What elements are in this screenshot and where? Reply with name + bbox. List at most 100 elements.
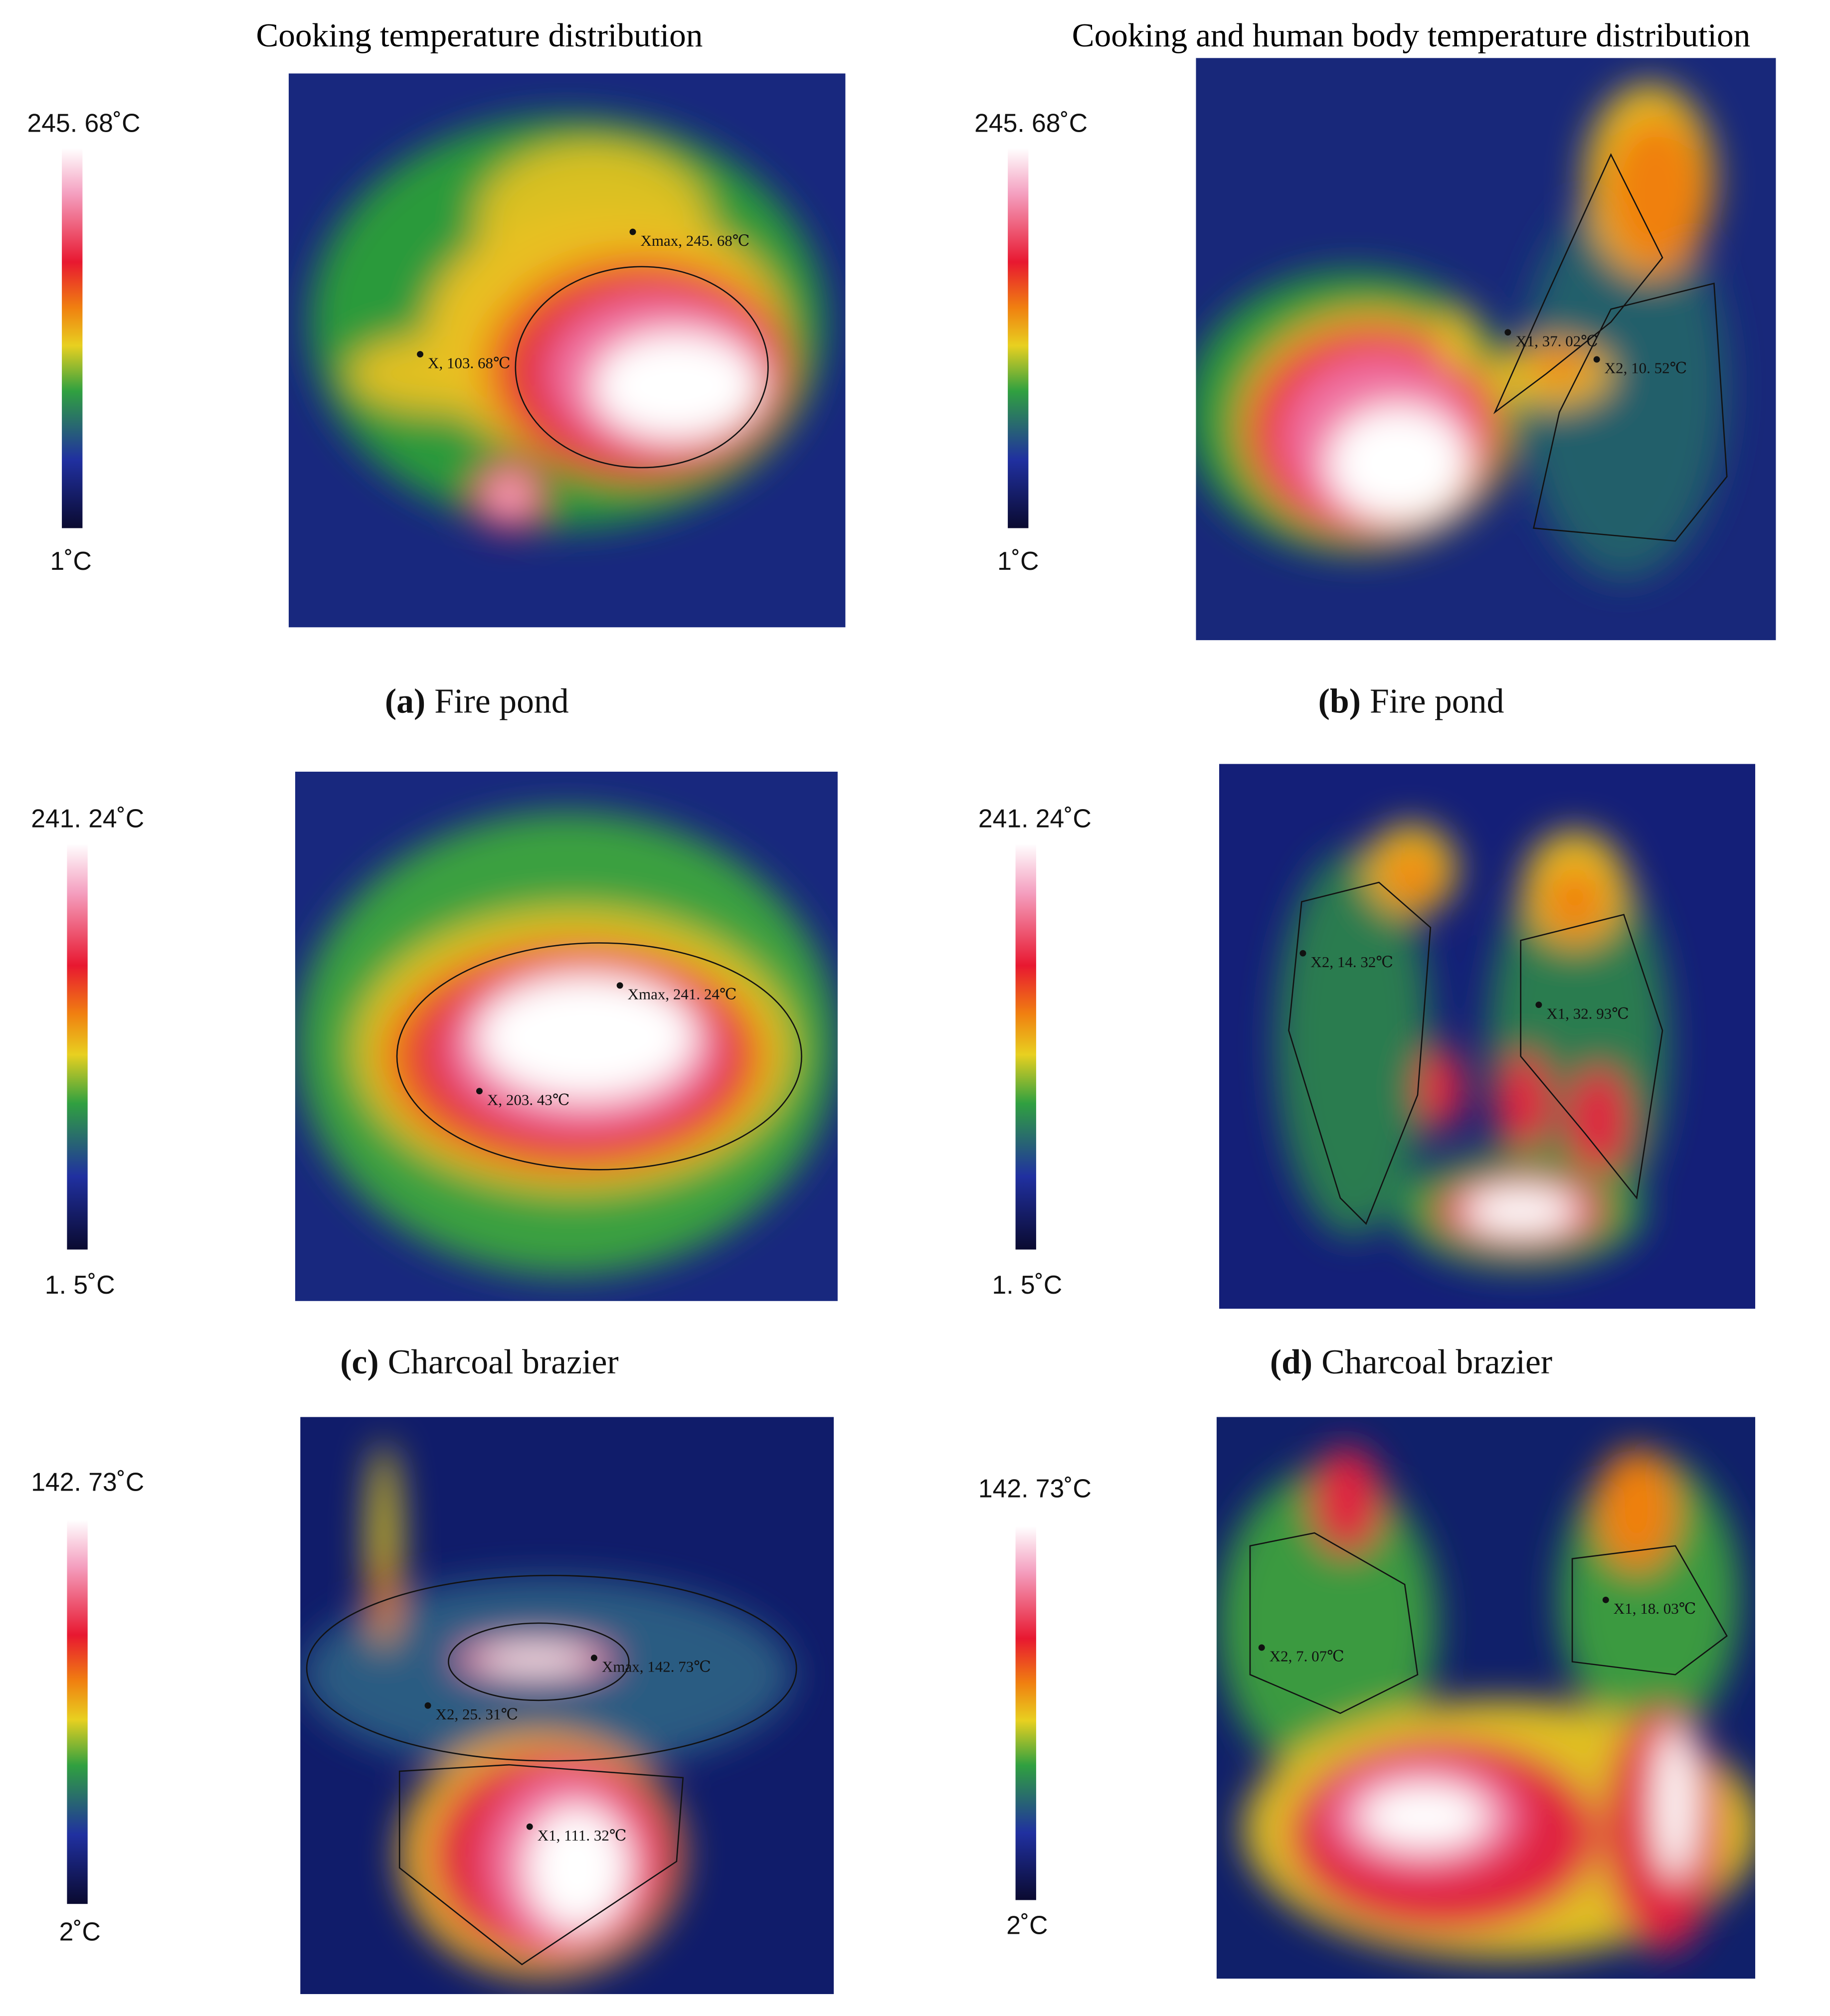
annotation: X, 103. 68℃: [428, 354, 511, 371]
measure-point: [616, 982, 623, 989]
thermal-image: Xmax, 241. 24℃ X, 203. 43℃: [295, 771, 838, 1301]
thermal-image: Xmax, 142. 73℃ X2, 25. 31℃ X1, 111. 32℃: [300, 1417, 834, 1995]
heat-region: [491, 478, 528, 514]
color-scale: [67, 843, 88, 1250]
caption-label: (b): [1318, 682, 1361, 720]
annotation: X1, 37. 02℃: [1515, 332, 1598, 349]
annotation: X2, 14. 32℃: [1310, 953, 1393, 971]
scale-max: 245. 68˚C: [27, 108, 141, 137]
annotation: Xmax, 245. 68℃: [641, 232, 750, 249]
scale-min: 1˚C: [50, 546, 92, 575]
heat-region: [1276, 850, 1431, 1237]
caption: (d) Charcoal brazier: [1270, 1343, 1552, 1381]
thermal-image: X2, 7. 07℃ X1, 18. 03℃: [1216, 1417, 1756, 1979]
measure-point: [1258, 1644, 1265, 1651]
scale-min: 1. 5˚C: [45, 1270, 115, 1299]
region-outline: [306, 1574, 797, 1762]
heat-region: [1218, 1468, 1437, 1778]
region-outline: [1532, 282, 1728, 542]
scale-max: 245. 68˚C: [974, 108, 1088, 137]
heat-map: [296, 811, 838, 1276]
annotation: X1, 32. 93℃: [1546, 1005, 1629, 1022]
heat-region: [1359, 1784, 1489, 1849]
thermal-image: X2, 14. 32℃ X1, 32. 93℃: [1219, 764, 1756, 1309]
measure-point: [1535, 1002, 1542, 1008]
annotation: X1, 18. 03℃: [1614, 1600, 1696, 1617]
caption-label: (c): [340, 1343, 378, 1381]
scale-min: 1. 5˚C: [992, 1270, 1062, 1299]
scale-min: 1˚C: [997, 546, 1039, 575]
measure-point: [476, 1088, 483, 1095]
heat-map: [1196, 83, 1727, 580]
heat-region: [1441, 309, 1472, 374]
region-outline: [515, 266, 769, 469]
measure-point: [424, 1702, 431, 1709]
caption: (a) Fire pond: [385, 682, 569, 720]
region-outline: [1520, 914, 1663, 1200]
heat-region: [592, 332, 760, 441]
heat-region: [477, 1649, 593, 1670]
scale-min: 2˚C: [59, 1917, 101, 1946]
annotation: X2, 7. 07℃: [1270, 1648, 1344, 1665]
heat-region: [1463, 1187, 1579, 1234]
heat-map: [1218, 1446, 1756, 1958]
heat-map: [303, 1443, 793, 1978]
color-scale: [1015, 1526, 1036, 1900]
color-scale: [1008, 148, 1029, 528]
heat-region: [477, 975, 696, 1099]
region-outline: [1571, 1545, 1728, 1676]
caption: (c) Charcoal brazier: [340, 1343, 618, 1381]
region-outline: [396, 942, 802, 1171]
annotation: X2, 25. 31℃: [436, 1705, 519, 1723]
caption-label: (d): [1270, 1343, 1312, 1381]
scale-max: 241. 24˚C: [978, 804, 1092, 833]
heat-region: [1520, 193, 1727, 580]
heat-region: [1383, 847, 1440, 904]
caption-label: (a): [385, 682, 425, 720]
caption-text: Fire pond: [1370, 682, 1504, 720]
region-outline: [1493, 153, 1663, 414]
heat-region: [1604, 116, 1708, 271]
heat-region: [1654, 1726, 1696, 1881]
heat-map: [1276, 824, 1669, 1269]
column-title: Cooking temperature distribution: [256, 16, 703, 54]
caption-text: Charcoal brazier: [388, 1343, 619, 1381]
region-outline: [1249, 1532, 1419, 1714]
heat-region: [1595, 1448, 1678, 1572]
caption: (b) Fire pond: [1318, 682, 1504, 720]
caption-text: Charcoal brazier: [1321, 1343, 1552, 1381]
heat-region: [373, 1558, 394, 1636]
scale-max: 142. 73˚C: [978, 1474, 1092, 1503]
annotation: Xmax, 142. 73℃: [602, 1658, 711, 1675]
measure-point: [1504, 329, 1511, 336]
annotation: X, 203. 43℃: [487, 1091, 570, 1108]
region-outline: [1288, 881, 1432, 1225]
annotation: Xmax, 241. 24℃: [628, 986, 737, 1003]
measure-point: [1602, 1596, 1609, 1603]
region-outline: [448, 1622, 630, 1701]
measure-point: [629, 228, 636, 235]
scale-min: 2˚C: [1006, 1910, 1048, 1939]
annotation: X2, 10. 52℃: [1605, 359, 1687, 377]
heat-region: [1417, 1047, 1464, 1130]
heat-map: [309, 116, 825, 532]
heat-region: [1566, 1066, 1631, 1175]
region-outline: [398, 1764, 684, 1966]
scale-max: 142. 73˚C: [31, 1467, 144, 1496]
heat-region: [1310, 1446, 1383, 1555]
heat-region: [526, 1806, 629, 1930]
color-scale: [67, 1520, 88, 1904]
measure-point: [1593, 356, 1600, 363]
heat-region: [1327, 405, 1469, 522]
thermal-image: Xmax, 245. 68℃ X, 103. 68℃: [288, 73, 846, 628]
measure-point: [1299, 950, 1306, 957]
measure-point: [417, 351, 424, 358]
caption-text: Fire pond: [434, 682, 568, 720]
heat-region: [1542, 865, 1607, 938]
color-scale: [62, 148, 83, 528]
measure-point: [590, 1655, 597, 1662]
color-scale: [1015, 843, 1036, 1250]
annotation: X1, 111. 32℃: [538, 1827, 627, 1844]
thermal-image: X1, 37. 02℃ X2, 10. 52℃: [1196, 58, 1776, 641]
